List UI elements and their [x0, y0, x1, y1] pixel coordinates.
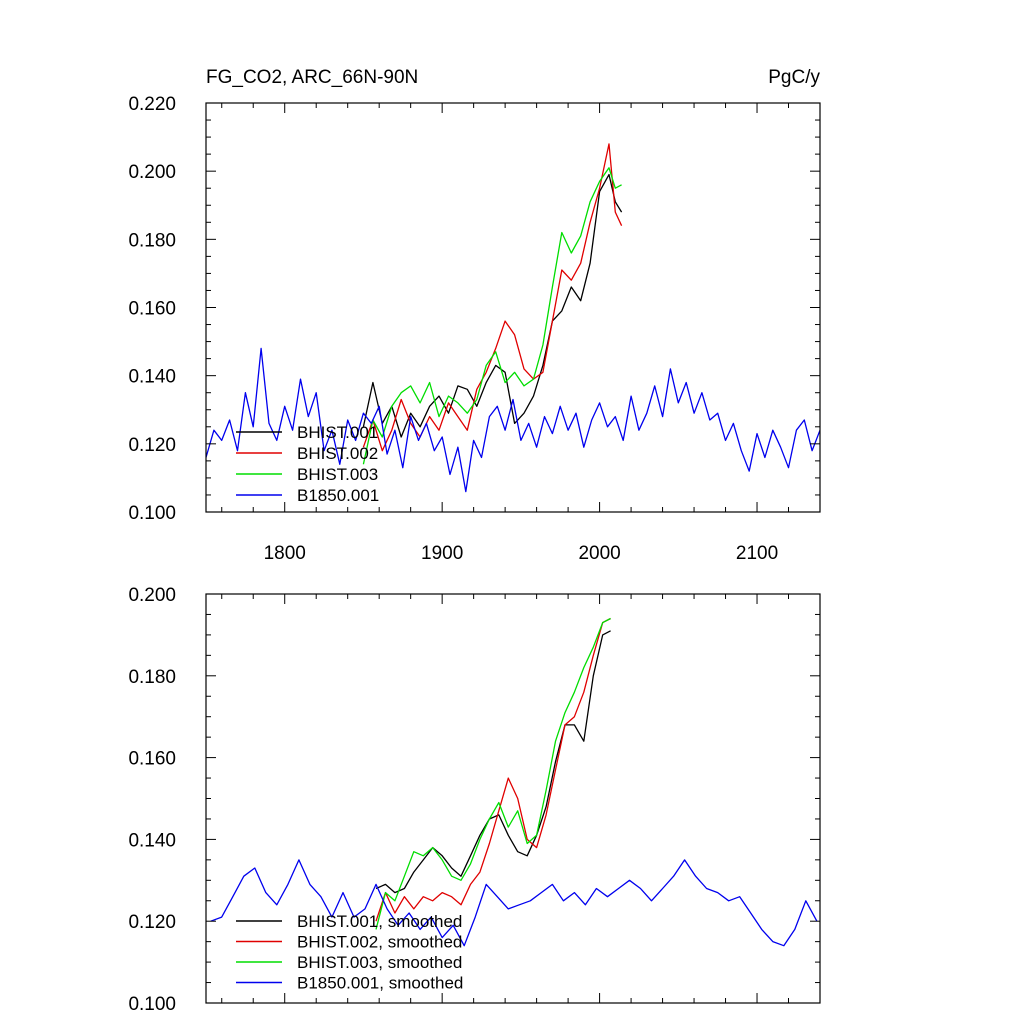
chart-title: FG_CO2, ARC_66N-90N [206, 67, 418, 88]
series-line-bhist-003 [362, 167, 622, 465]
series-group [206, 143, 820, 493]
y-tick-label: 0.120 [128, 912, 176, 933]
series-line-bhist-002 [362, 143, 623, 452]
x-tick-label: 1900 [421, 543, 463, 564]
y-tick-label: 0.220 [128, 94, 176, 115]
legend-label: BHIST.002, smoothed [297, 933, 462, 952]
y-tick-label: 0.160 [128, 299, 176, 320]
units-label: PgC/y [768, 67, 820, 88]
legend-label: B1850.001 [297, 486, 379, 505]
series-line-bhist-001 [362, 173, 623, 438]
y-tick-label: 0.100 [128, 994, 176, 1015]
y-tick-label: 0.140 [128, 367, 176, 388]
legend-label: B1850.001, smoothed [297, 974, 463, 993]
series-line-bhist-002-smoothed [375, 617, 611, 922]
y-tick-label: 0.140 [128, 830, 176, 851]
x-tick-label: 1800 [264, 543, 306, 564]
series-line-b1850-001-smoothed [210, 859, 818, 947]
series-line-bhist-001-smoothed [375, 630, 611, 894]
legend-label: BHIST.001 [297, 423, 378, 442]
bottom-panel: 0.100 0.120 0.140 0.160 0.180 0.200 BHIST.001,… [128, 585, 821, 1015]
series-line-b1850-001 [206, 347, 820, 493]
series-group [210, 617, 818, 947]
y-tick-label: 0.180 [128, 667, 176, 688]
legend-label: BHIST.003, smoothed [297, 953, 462, 972]
y-tick-label: 0.120 [128, 435, 176, 456]
legend-label: BHIST.003 [297, 465, 378, 484]
x-tick-label: 2100 [736, 543, 778, 564]
y-tick-label: 0.160 [128, 749, 176, 770]
legend-label: BHIST.001, smoothed [297, 912, 462, 931]
x-tick-label: 2000 [578, 543, 620, 564]
y-tick-label: 0.200 [128, 162, 176, 183]
top-panel: FG_CO2, ARC_66N-90N PgC/y 0.100 0.120 0.140 0… [128, 67, 821, 564]
y-tick-label: 0.100 [128, 503, 176, 524]
series-line-bhist-003-smoothed [375, 617, 611, 930]
legend-label: BHIST.002 [297, 444, 378, 463]
y-tick-label: 0.200 [128, 585, 176, 606]
y-tick-label: 0.180 [128, 230, 176, 251]
